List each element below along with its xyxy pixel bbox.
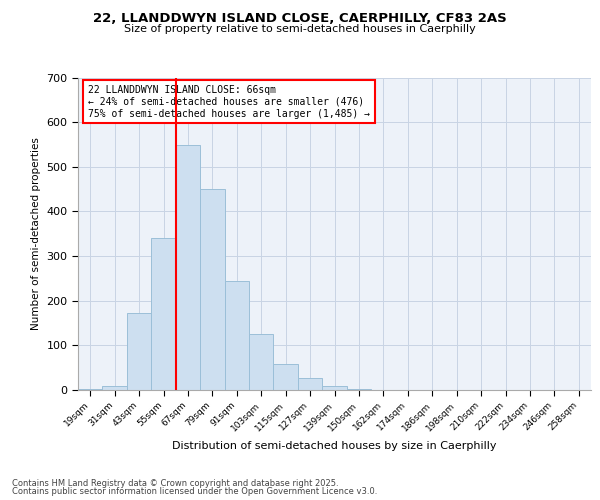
Bar bbox=[176, 146, 200, 390]
Text: 22, LLANDDWYN ISLAND CLOSE, CAERPHILLY, CF83 2AS: 22, LLANDDWYN ISLAND CLOSE, CAERPHILLY, … bbox=[93, 12, 507, 26]
Bar bbox=[347, 388, 371, 390]
Text: Contains public sector information licensed under the Open Government Licence v3: Contains public sector information licen… bbox=[12, 487, 377, 496]
Bar bbox=[103, 386, 127, 390]
Text: 22 LLANDDWYN ISLAND CLOSE: 66sqm
← 24% of semi-detached houses are smaller (476): 22 LLANDDWYN ISLAND CLOSE: 66sqm ← 24% o… bbox=[88, 86, 370, 118]
X-axis label: Distribution of semi-detached houses by size in Caerphilly: Distribution of semi-detached houses by … bbox=[172, 441, 497, 451]
Bar bbox=[224, 280, 249, 390]
Bar bbox=[322, 386, 347, 390]
Bar bbox=[127, 313, 151, 390]
Bar bbox=[78, 388, 103, 390]
Bar bbox=[200, 189, 224, 390]
Bar bbox=[151, 238, 176, 390]
Text: Contains HM Land Registry data © Crown copyright and database right 2025.: Contains HM Land Registry data © Crown c… bbox=[12, 478, 338, 488]
Bar bbox=[274, 364, 298, 390]
Text: Size of property relative to semi-detached houses in Caerphilly: Size of property relative to semi-detach… bbox=[124, 24, 476, 34]
Y-axis label: Number of semi-detached properties: Number of semi-detached properties bbox=[31, 138, 41, 330]
Bar bbox=[298, 378, 322, 390]
Bar bbox=[249, 334, 274, 390]
